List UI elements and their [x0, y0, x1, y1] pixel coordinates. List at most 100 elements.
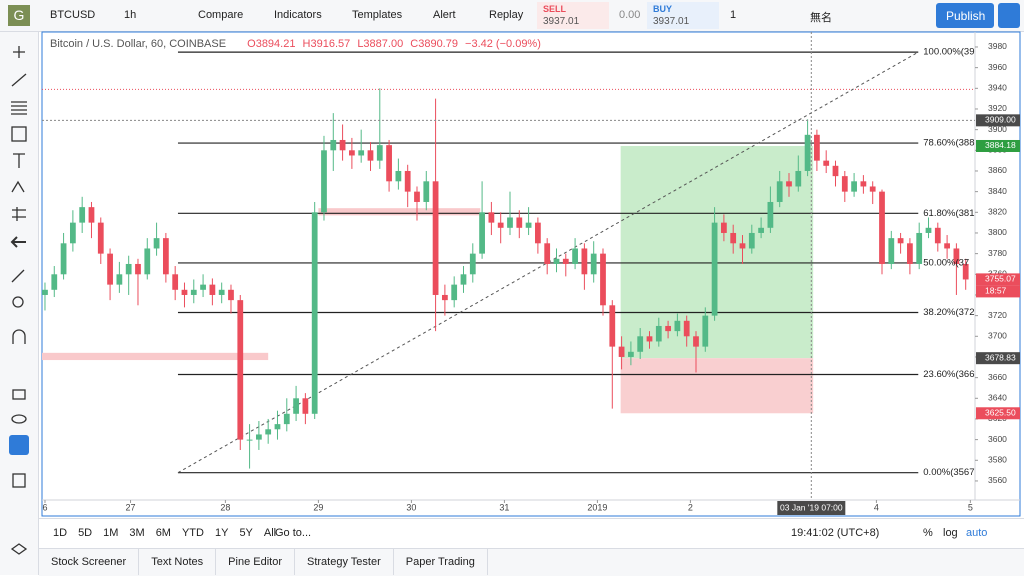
bottom-tab[interactable]: Text Notes — [139, 549, 217, 575]
candle-body — [60, 243, 67, 275]
clock: 19:41:02 (UTC+8) — [791, 527, 880, 539]
fib-label: 61.80%(381 — [923, 208, 974, 219]
cross-tool[interactable] — [13, 46, 25, 58]
eye-tool[interactable] — [11, 414, 27, 424]
alert-button[interactable]: Alert — [433, 9, 456, 21]
replay-button[interactable]: Replay — [489, 9, 524, 21]
candle-body — [888, 238, 895, 264]
link-tool[interactable] — [9, 435, 29, 455]
y-tick-label: 3860 — [988, 165, 1007, 175]
range-button[interactable]: YTD — [181, 527, 204, 539]
measure-tool[interactable] — [11, 269, 25, 283]
zone — [318, 208, 481, 216]
candle-body — [218, 289, 225, 295]
x-tick-label: 2019 — [587, 502, 607, 512]
candle-body — [525, 222, 532, 228]
y-tick-label: 3900 — [988, 124, 1007, 134]
candle-body — [693, 336, 699, 347]
auto-toggle[interactable]: auto — [966, 527, 988, 539]
buy-price: 3937.01 — [653, 16, 690, 27]
logo[interactable]: G — [8, 5, 30, 26]
publish-button[interactable]: Publish — [936, 3, 994, 28]
legend-change: −3.42 (−0.09%) — [465, 38, 541, 50]
percent-toggle[interactable]: % — [923, 527, 933, 539]
candle-body — [628, 351, 634, 357]
candle-body — [153, 238, 160, 249]
y-tick-label: 3600 — [988, 434, 1007, 444]
range-button[interactable]: 3M — [129, 527, 145, 539]
bottom-tab[interactable]: Strategy Tester — [295, 549, 394, 575]
templates-button[interactable]: Templates — [352, 9, 403, 21]
legend-title[interactable]: Bitcoin / U.S. Dollar, 60, COINBASE — [50, 38, 227, 50]
candle-body — [646, 336, 653, 342]
fib-tool[interactable] — [11, 101, 27, 115]
menu-button[interactable] — [998, 3, 1020, 28]
bottom-tab[interactable]: Stock Screener — [39, 549, 140, 575]
y-tick-label: 3960 — [988, 62, 1007, 72]
interval[interactable]: 1h — [124, 9, 137, 21]
candle-body — [497, 222, 504, 228]
bottom-tab[interactable]: Pine Editor — [216, 549, 295, 575]
price-tag — [976, 407, 1020, 420]
y-tick-label: 3580 — [988, 455, 1007, 465]
range-button[interactable]: 6M — [155, 527, 171, 539]
range-button[interactable]: 1M — [103, 527, 119, 539]
goto[interactable]: Go to... — [275, 527, 312, 539]
layout-name[interactable]: 無名 — [810, 12, 832, 24]
line-tool[interactable] — [11, 73, 27, 87]
candle-body — [535, 222, 541, 244]
range-button[interactable]: All — [263, 527, 277, 539]
x-tick-label: 5 — [968, 502, 973, 512]
sell-price: 3937.01 — [543, 16, 580, 27]
legend-open: O3894.21 — [247, 38, 296, 50]
publish-label: Publish — [946, 9, 986, 23]
top-toolbar: G BTCUSD 1h Compare Indicators Templates… — [0, 0, 1024, 32]
range-button[interactable]: 5D — [78, 527, 93, 539]
candle-body — [395, 170, 402, 182]
zone — [42, 352, 269, 361]
sell-box[interactable]: SELL 3937.01 — [537, 2, 609, 29]
indicators-button[interactable]: Indicators — [274, 9, 322, 21]
magnet-tool[interactable] — [12, 329, 26, 344]
candle-body — [358, 150, 365, 156]
spread: 0.00 — [619, 9, 641, 21]
candle-body — [51, 274, 58, 290]
log-toggle[interactable]: log — [943, 527, 958, 539]
lock-tool[interactable] — [12, 389, 26, 400]
candle-body — [572, 248, 578, 264]
range-button[interactable]: 1Y — [214, 527, 229, 539]
y-tick-label: 3840 — [988, 186, 1007, 196]
prediction-tool[interactable] — [12, 207, 26, 221]
y-tick-label: 3940 — [988, 83, 1007, 93]
shape-tool[interactable] — [11, 126, 27, 142]
compare-button[interactable]: Compare — [198, 9, 244, 21]
trash-tool[interactable] — [12, 473, 26, 488]
buy-box[interactable]: BUY 3937.01 — [647, 2, 719, 29]
bottom-tab[interactable]: Paper Trading — [394, 549, 488, 575]
candle-body — [786, 181, 792, 187]
layers-tool[interactable] — [10, 543, 28, 555]
quantity[interactable]: 1 — [730, 9, 737, 21]
candle-body — [600, 253, 606, 306]
back-tool[interactable] — [10, 236, 26, 248]
legend: Bitcoin / U.S. Dollar, 60, COINBASE O389… — [50, 38, 541, 50]
candles — [42, 88, 969, 469]
x-tick-label: 6 — [42, 502, 47, 512]
legend-low: L3887.00 — [357, 38, 404, 50]
zoom-tool[interactable] — [12, 296, 24, 308]
y-tick-label: 3980 — [988, 41, 1007, 51]
candle-body — [860, 181, 867, 187]
pattern-tool[interactable] — [11, 180, 25, 193]
x-tick-label: 31 — [499, 502, 509, 512]
candle-body — [274, 424, 281, 430]
candle-body — [88, 207, 95, 223]
range-button[interactable]: 1D — [53, 527, 68, 539]
candle-body — [869, 186, 876, 192]
range-button[interactable]: 5Y — [239, 527, 253, 539]
fib-label: 0.00%(3567 — [923, 467, 974, 478]
symbol[interactable]: BTCUSD — [50, 9, 96, 21]
y-tick-label: 3920 — [988, 103, 1007, 113]
text-tool[interactable] — [13, 153, 25, 168]
candle-body — [442, 294, 448, 301]
